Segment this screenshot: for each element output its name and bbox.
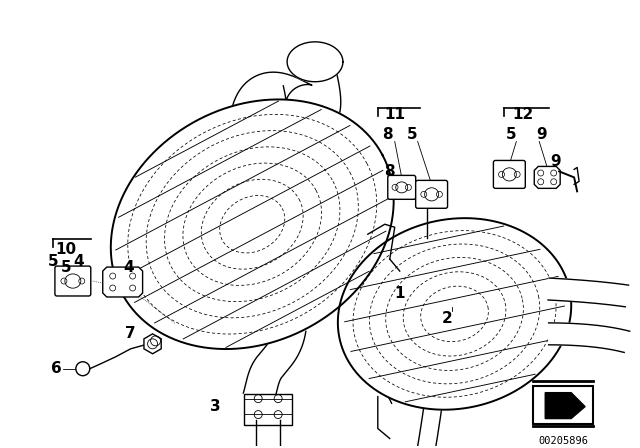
Polygon shape	[338, 218, 572, 410]
Text: 12: 12	[513, 107, 534, 122]
Text: 6: 6	[51, 361, 61, 376]
Text: 9: 9	[536, 127, 547, 142]
Text: 4: 4	[74, 254, 84, 269]
Polygon shape	[256, 420, 280, 448]
Polygon shape	[346, 323, 424, 403]
Ellipse shape	[396, 182, 408, 193]
Text: 4: 4	[124, 259, 134, 275]
Bar	[533, 386, 593, 423]
Text: 5: 5	[61, 259, 71, 275]
Polygon shape	[243, 326, 306, 404]
Text: 3: 3	[210, 399, 221, 414]
FancyBboxPatch shape	[493, 160, 525, 188]
Text: 5: 5	[406, 127, 417, 142]
Text: 8: 8	[383, 127, 393, 142]
Text: 7: 7	[125, 326, 136, 341]
Polygon shape	[343, 332, 419, 373]
Text: 10: 10	[55, 241, 76, 257]
Text: 5: 5	[506, 127, 516, 142]
FancyBboxPatch shape	[55, 266, 91, 296]
Bar	[244, 394, 292, 425]
Ellipse shape	[65, 274, 81, 288]
Text: 11: 11	[384, 107, 405, 122]
Polygon shape	[103, 267, 143, 297]
Polygon shape	[548, 278, 628, 307]
Text: 5: 5	[47, 254, 58, 269]
Polygon shape	[548, 323, 630, 353]
FancyBboxPatch shape	[388, 176, 415, 199]
Polygon shape	[144, 334, 161, 354]
Text: 2: 2	[442, 311, 453, 327]
Polygon shape	[111, 99, 394, 349]
Ellipse shape	[425, 188, 438, 201]
Polygon shape	[287, 42, 343, 82]
Polygon shape	[229, 72, 340, 139]
Text: 1: 1	[394, 286, 405, 302]
Polygon shape	[534, 166, 560, 188]
Text: 8: 8	[385, 164, 395, 179]
FancyBboxPatch shape	[415, 181, 447, 208]
Text: 00205896: 00205896	[538, 435, 588, 445]
Polygon shape	[545, 392, 585, 418]
Text: 9: 9	[550, 154, 561, 169]
Polygon shape	[416, 393, 444, 448]
Ellipse shape	[502, 168, 516, 181]
